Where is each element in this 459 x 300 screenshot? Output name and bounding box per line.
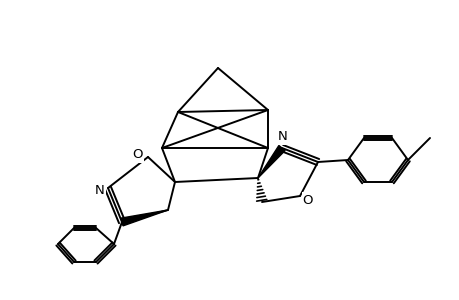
Polygon shape [257, 146, 285, 178]
Text: N: N [278, 130, 287, 143]
Text: O: O [302, 194, 313, 206]
Text: O: O [133, 148, 143, 161]
Text: N: N [95, 184, 105, 196]
Polygon shape [121, 210, 168, 226]
